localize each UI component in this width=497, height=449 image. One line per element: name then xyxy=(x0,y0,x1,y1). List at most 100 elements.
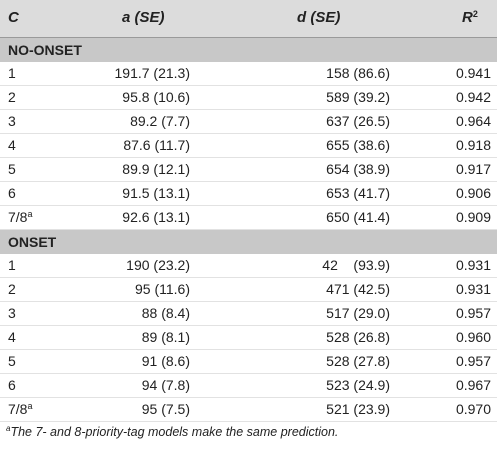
cell-r-squared: 0.917 xyxy=(455,161,491,177)
cell-d-se: 528 (26.8) xyxy=(326,329,390,345)
cell-d-se: 650 (41.4) xyxy=(326,209,390,225)
cell-r-squared: 0.964 xyxy=(455,113,491,129)
cell-c: 1 xyxy=(8,65,16,81)
table-row: 3 88 (8.4) 517 (29.0) 0.957 xyxy=(0,302,497,326)
table-footnote: aThe 7- and 8-priority-tag models make t… xyxy=(6,424,339,439)
section-header-row: NO-ONSET xyxy=(0,38,497,62)
cell-r-squared: 0.960 xyxy=(455,329,491,345)
table-row: 1 190 (23.2) 42 (93.9) 0.931 xyxy=(0,254,497,278)
cell-r-squared: 0.909 xyxy=(455,209,491,225)
cell-c: 4 xyxy=(8,329,16,345)
cell-d-se: 653 (41.7) xyxy=(326,185,390,201)
cell-c-value: 3 xyxy=(8,305,16,321)
cell-c-value: 3 xyxy=(8,113,16,129)
cell-a-se: 87.6 (11.7) xyxy=(123,137,190,153)
cell-d-se: 517 (29.0) xyxy=(326,305,390,321)
cell-r-squared: 0.957 xyxy=(455,353,491,369)
cell-c: 2 xyxy=(8,89,16,105)
header-rule xyxy=(0,37,497,38)
cell-d-se: 471 (42.5) xyxy=(326,281,390,297)
table-row: 6 91.5 (13.1) 653 (41.7) 0.906 xyxy=(0,182,497,206)
header-a-se: a (SE) xyxy=(122,9,165,26)
cell-c: 2 xyxy=(8,281,16,297)
cell-c-value: 2 xyxy=(8,89,16,105)
cell-a-se: 94 (7.8) xyxy=(141,377,190,393)
header-r-superscript: 2 xyxy=(472,9,478,19)
header-c: C xyxy=(8,9,19,26)
cell-c-value: 6 xyxy=(8,185,16,201)
cell-c: 3 xyxy=(8,305,16,321)
cell-a-se: 89.9 (12.1) xyxy=(122,161,190,177)
cell-d-se: 523 (24.9) xyxy=(326,377,390,393)
section-title: NO-ONSET xyxy=(8,42,82,58)
cell-c: 5 xyxy=(8,353,16,369)
cell-d-se: 655 (38.6) xyxy=(326,137,390,153)
cell-a-se: 95 (11.6) xyxy=(135,281,190,297)
table-row: 6 94 (7.8) 523 (24.9) 0.967 xyxy=(0,374,497,398)
cell-a-se: 91.5 (13.1) xyxy=(122,185,190,201)
cell-c-value: 5 xyxy=(8,353,16,369)
cell-c: 7/8a xyxy=(8,209,32,225)
cell-c: 6 xyxy=(8,377,16,393)
table-row: 4 89 (8.1) 528 (26.8) 0.960 xyxy=(0,326,497,350)
cell-c: 3 xyxy=(8,113,16,129)
cell-a-se: 190 (23.2) xyxy=(126,257,190,273)
table-row: 2 95 (11.6) 471 (42.5) 0.931 xyxy=(0,278,497,302)
cell-r-squared: 0.931 xyxy=(455,281,491,297)
header-r-squared: R2 xyxy=(462,9,478,26)
cell-c: 4 xyxy=(8,137,16,153)
cell-a-se: 95 (7.5) xyxy=(141,401,190,417)
table-row: 4 87.6 (11.7) 655 (38.6) 0.918 xyxy=(0,134,497,158)
table-header-row: C a (SE) d (SE) R2 xyxy=(0,0,497,37)
cell-c-value: 1 xyxy=(8,65,16,81)
cell-r-squared: 0.918 xyxy=(455,137,491,153)
cell-a-se: 92.6 (13.1) xyxy=(122,209,190,225)
section-header-row: ONSET xyxy=(0,230,497,254)
footnote-text: The 7- and 8-priority-tag models make th… xyxy=(10,425,339,439)
cell-a-se: 95.8 (10.6) xyxy=(122,89,190,105)
results-table: C a (SE) d (SE) R2 NO-ONSET 1 191.7 (21.3)… xyxy=(0,0,497,422)
table-row: 5 91 (8.6) 528 (27.8) 0.957 xyxy=(0,350,497,374)
cell-a-se: 89 (8.1) xyxy=(141,329,190,345)
cell-c-value: 4 xyxy=(8,137,16,153)
cell-r-squared: 0.941 xyxy=(455,65,491,81)
cell-d-se: 589 (39.2) xyxy=(326,89,390,105)
cell-c-value: 5 xyxy=(8,161,16,177)
cell-c-value: 2 xyxy=(8,281,16,297)
cell-r-squared: 0.906 xyxy=(455,185,491,201)
cell-d-se: 42 (93.9) xyxy=(322,257,390,273)
cell-d-se: 637 (26.5) xyxy=(326,113,390,129)
table-row: 7/8a 92.6 (13.1) 650 (41.4) 0.909 xyxy=(0,206,497,230)
cell-c-value: 4 xyxy=(8,329,16,345)
header-d-se: d (SE) xyxy=(297,9,341,26)
cell-c-footnote-marker: a xyxy=(27,401,33,411)
cell-c: 7/8a xyxy=(8,401,32,417)
cell-a-se: 89.2 (7.7) xyxy=(130,113,190,129)
cell-r-squared: 0.967 xyxy=(455,377,491,393)
cell-c-value: 1 xyxy=(8,257,16,273)
cell-d-se: 521 (23.9) xyxy=(326,401,390,417)
table-row: 3 89.2 (7.7) 637 (26.5) 0.964 xyxy=(0,110,497,134)
cell-d-se: 158 (86.6) xyxy=(326,65,390,81)
table-row: 5 89.9 (12.1) 654 (38.9) 0.917 xyxy=(0,158,497,182)
section-title: ONSET xyxy=(8,234,57,250)
header-r-base: R xyxy=(462,9,473,26)
cell-c: 5 xyxy=(8,161,16,177)
cell-r-squared: 0.942 xyxy=(455,89,491,105)
cell-d-se: 528 (27.8) xyxy=(326,353,390,369)
cell-c-footnote-marker: a xyxy=(27,209,33,219)
cell-a-se: 191.7 (21.3) xyxy=(114,65,191,81)
cell-r-squared: 0.957 xyxy=(455,305,491,321)
cell-c: 1 xyxy=(8,257,16,273)
table-row: 1 191.7 (21.3) 158 (86.6) 0.941 xyxy=(0,62,497,86)
cell-a-se: 88 (8.4) xyxy=(141,305,190,321)
cell-r-squared: 0.970 xyxy=(455,401,491,417)
cell-a-se: 91 (8.6) xyxy=(141,353,190,369)
table-body: NO-ONSET 1 191.7 (21.3) 158 (86.6) 0.941 2 95.… xyxy=(0,38,497,422)
cell-d-se: 654 (38.9) xyxy=(326,161,390,177)
footnote-marker: a xyxy=(6,424,11,433)
cell-r-squared: 0.931 xyxy=(455,257,491,273)
cell-c-value: 7/8 xyxy=(8,401,28,417)
cell-c-value: 6 xyxy=(8,377,16,393)
table-row: 7/8a 95 (7.5) 521 (23.9) 0.970 xyxy=(0,398,497,422)
